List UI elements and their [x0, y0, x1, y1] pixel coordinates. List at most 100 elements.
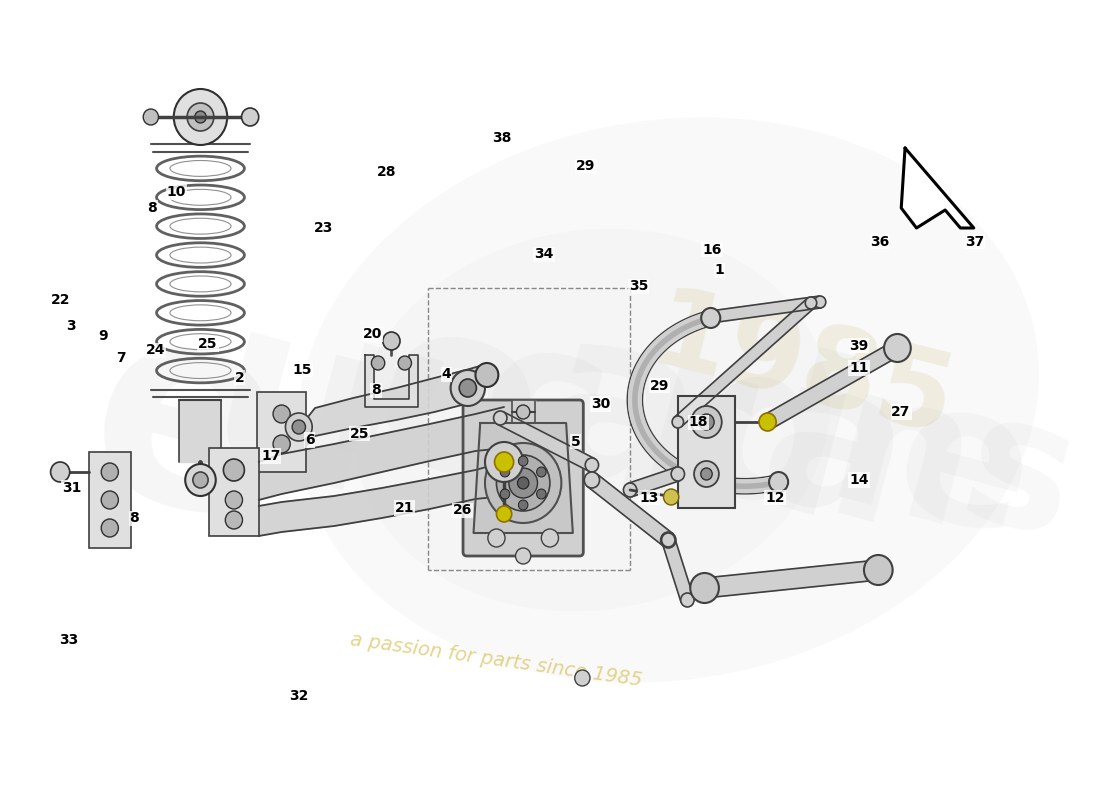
- Polygon shape: [258, 407, 504, 500]
- FancyBboxPatch shape: [209, 448, 258, 536]
- Circle shape: [585, 458, 598, 472]
- Text: 11: 11: [849, 361, 869, 375]
- Text: 38: 38: [493, 130, 512, 145]
- Text: 17: 17: [262, 449, 280, 463]
- FancyBboxPatch shape: [463, 400, 583, 556]
- Text: a: a: [514, 290, 727, 550]
- Circle shape: [705, 311, 716, 323]
- Text: u: u: [185, 283, 407, 547]
- Circle shape: [192, 472, 208, 488]
- Text: r: r: [621, 325, 768, 539]
- Text: 31: 31: [62, 481, 81, 495]
- Circle shape: [485, 443, 561, 523]
- FancyBboxPatch shape: [89, 452, 131, 548]
- Text: e: e: [877, 362, 1053, 578]
- Circle shape: [51, 462, 69, 482]
- Circle shape: [574, 670, 590, 686]
- Text: 10: 10: [167, 185, 186, 199]
- Circle shape: [517, 477, 529, 489]
- Polygon shape: [306, 364, 487, 446]
- Circle shape: [143, 109, 158, 125]
- Text: 39: 39: [849, 338, 869, 353]
- Text: 27: 27: [891, 405, 911, 419]
- FancyBboxPatch shape: [678, 396, 735, 508]
- Text: 25: 25: [198, 337, 218, 351]
- Circle shape: [661, 532, 675, 548]
- Circle shape: [681, 593, 694, 607]
- Text: 26: 26: [452, 503, 472, 518]
- Circle shape: [663, 489, 679, 505]
- Text: 25: 25: [350, 426, 368, 441]
- Text: 1985: 1985: [639, 281, 965, 459]
- Polygon shape: [763, 341, 901, 429]
- Text: 8: 8: [130, 511, 140, 526]
- Text: a passion for parts since 1985: a passion for parts since 1985: [350, 630, 644, 690]
- Text: 34: 34: [535, 247, 553, 262]
- Text: s: s: [945, 379, 1094, 577]
- Text: 1: 1: [715, 263, 724, 278]
- Circle shape: [223, 459, 244, 481]
- Circle shape: [698, 414, 714, 430]
- Ellipse shape: [354, 229, 829, 611]
- Text: 9: 9: [98, 329, 108, 343]
- Circle shape: [760, 414, 775, 430]
- Ellipse shape: [298, 118, 1038, 682]
- Text: e: e: [60, 275, 312, 585]
- Text: o: o: [351, 277, 566, 539]
- Circle shape: [759, 413, 777, 431]
- Circle shape: [890, 340, 905, 356]
- Circle shape: [187, 103, 213, 131]
- Circle shape: [293, 420, 306, 434]
- Circle shape: [101, 463, 119, 481]
- FancyBboxPatch shape: [256, 392, 307, 472]
- Text: 30: 30: [591, 397, 611, 411]
- Circle shape: [518, 500, 528, 510]
- Circle shape: [509, 468, 538, 498]
- Circle shape: [475, 363, 498, 387]
- Text: 16: 16: [702, 242, 722, 257]
- Circle shape: [516, 548, 531, 564]
- Circle shape: [195, 111, 206, 123]
- Text: 20: 20: [363, 327, 383, 342]
- Circle shape: [690, 573, 719, 603]
- Text: 14: 14: [849, 473, 869, 487]
- Text: 33: 33: [58, 633, 78, 647]
- Text: 3: 3: [67, 319, 76, 334]
- Text: 18: 18: [689, 415, 708, 430]
- Text: 35: 35: [629, 279, 648, 294]
- Circle shape: [487, 529, 505, 547]
- Text: 6: 6: [305, 433, 315, 447]
- Text: 22: 22: [52, 293, 70, 307]
- Circle shape: [485, 442, 524, 482]
- Polygon shape: [704, 560, 879, 598]
- Polygon shape: [901, 148, 974, 228]
- Text: 24: 24: [145, 343, 165, 358]
- Polygon shape: [365, 355, 418, 407]
- Circle shape: [174, 89, 228, 145]
- Polygon shape: [710, 296, 821, 323]
- Circle shape: [495, 452, 514, 472]
- Text: a: a: [741, 338, 930, 570]
- Circle shape: [496, 506, 512, 522]
- Polygon shape: [473, 423, 573, 533]
- Circle shape: [701, 468, 712, 480]
- Text: 29: 29: [576, 159, 596, 174]
- Polygon shape: [587, 474, 673, 546]
- Circle shape: [383, 332, 400, 350]
- Text: n: n: [811, 354, 993, 570]
- Circle shape: [185, 464, 216, 496]
- Polygon shape: [179, 400, 221, 462]
- Text: 36: 36: [870, 234, 890, 249]
- Circle shape: [624, 483, 637, 497]
- Text: 13: 13: [639, 490, 659, 505]
- Text: 32: 32: [289, 689, 309, 703]
- Circle shape: [494, 411, 507, 425]
- Text: 7: 7: [116, 351, 125, 366]
- Text: 4: 4: [441, 367, 451, 382]
- Circle shape: [459, 379, 476, 397]
- Circle shape: [869, 560, 888, 580]
- Circle shape: [242, 108, 258, 126]
- Polygon shape: [674, 298, 815, 426]
- Circle shape: [537, 467, 546, 477]
- Circle shape: [694, 461, 719, 487]
